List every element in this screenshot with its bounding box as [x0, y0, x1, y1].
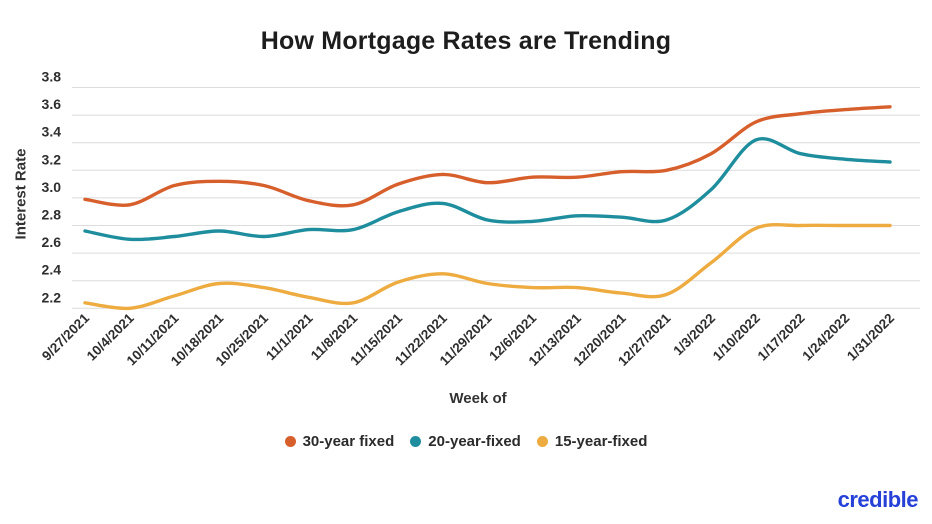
- legend-label: 15-year-fixed: [554, 433, 648, 450]
- y-tick-label: 3.2: [42, 151, 62, 167]
- x-tick-label: 9/27/2021: [39, 310, 92, 363]
- chart-legend: 30-year fixed 20-year-fixed 15-year-fixed: [0, 433, 932, 450]
- y-tick-label: 3.4: [42, 124, 62, 140]
- y-tick-label: 2.8: [42, 207, 62, 223]
- series-line-20-year-fixed: [83, 136, 892, 242]
- y-tick-label: 3.6: [42, 96, 62, 112]
- series-line-30-year-fixed: [83, 105, 892, 208]
- series-line-15-year-fixed: [83, 223, 892, 311]
- legend-dot-icon: [284, 436, 296, 447]
- x-tick-label: 11/1/2021: [263, 310, 316, 363]
- credible-logo: credible: [837, 487, 919, 512]
- x-axis-title: Week of: [449, 390, 507, 407]
- x-tick-label: 1/31/2022: [844, 311, 897, 364]
- y-tick-label: 3.0: [42, 179, 62, 195]
- legend-item: 30-year fixed: [284, 433, 395, 450]
- legend-dot-icon: [410, 436, 422, 447]
- legend-dot-icon: [536, 436, 548, 447]
- chart-title: How Mortgage Rates are Trending: [260, 27, 672, 55]
- legend-item: 20-year-fixed: [410, 433, 521, 450]
- legend-label: 20-year-fixed: [428, 433, 521, 450]
- y-tick-label: 3.8: [42, 69, 62, 85]
- x-tick-label: 1/17/2022: [755, 311, 808, 364]
- line-chart: 3.83.63.43.23.02.82.62.42.29/27/202110/4…: [39, 69, 920, 369]
- x-tick-label: 1/24/2022: [799, 311, 852, 364]
- x-tick-label: 1/10/2022: [710, 311, 763, 364]
- y-tick-label: 2.4: [42, 262, 62, 278]
- y-tick-label: 2.6: [42, 234, 62, 250]
- legend-item: 15-year-fixed: [536, 433, 648, 450]
- legend-label: 30-year fixed: [302, 433, 395, 450]
- y-tick-label: 2.2: [42, 289, 62, 305]
